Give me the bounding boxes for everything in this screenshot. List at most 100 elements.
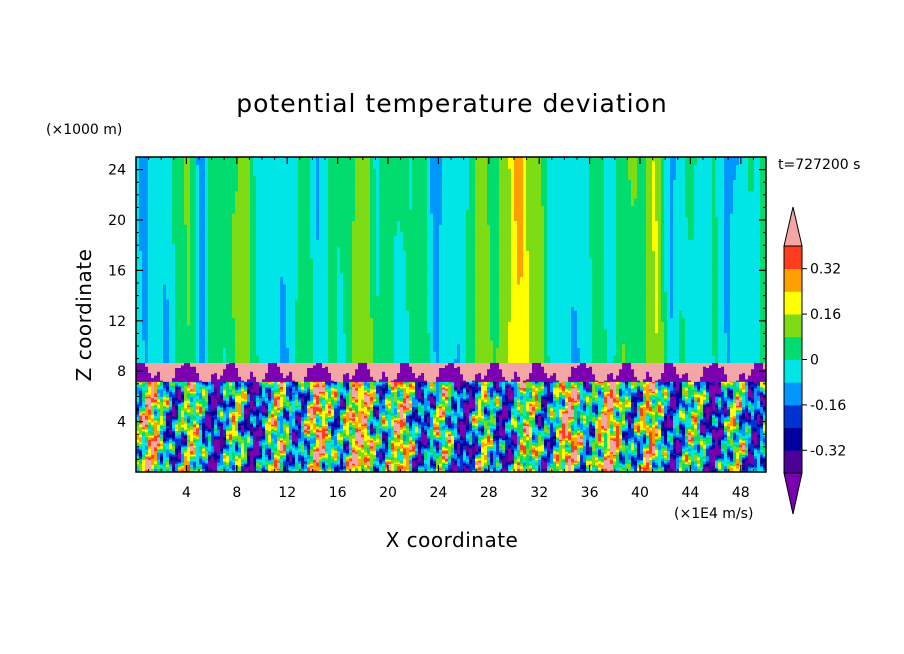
heatmap-cell <box>283 456 287 459</box>
heatmap-cell <box>646 460 650 463</box>
heatmap-cell <box>550 458 554 460</box>
heatmap-cell <box>382 464 386 467</box>
heatmap-cell <box>748 460 755 463</box>
heatmap-cell <box>751 468 755 471</box>
heatmap-cell <box>721 466 725 469</box>
heatmap-cell <box>496 449 500 452</box>
heatmap-cell <box>556 458 560 460</box>
heatmap-cell <box>616 466 620 469</box>
heatmap-cell <box>388 451 392 454</box>
heatmap-cell <box>628 458 632 460</box>
heatmap-cell <box>706 458 710 460</box>
heatmap-cell <box>478 449 482 452</box>
heatmap-cell <box>571 460 578 463</box>
heatmap-cell <box>385 458 392 460</box>
heatmap-cell <box>508 464 512 467</box>
heatmap-cell <box>637 454 641 457</box>
heatmap-cell <box>295 454 299 457</box>
heatmap-cell <box>469 454 473 457</box>
heatmap-cell <box>160 460 164 463</box>
heatmap-cell <box>493 459 497 462</box>
heatmap-cell <box>229 466 233 469</box>
heatmap-cell <box>166 446 170 449</box>
heatmap-cell <box>226 449 230 452</box>
heatmap-cell <box>211 451 215 454</box>
heatmap-cell <box>256 460 260 463</box>
heatmap-cell <box>448 468 452 471</box>
heatmap-cell <box>520 466 524 469</box>
heatmap-cell <box>595 456 599 459</box>
heatmap-cell <box>457 455 464 458</box>
heatmap-cell <box>502 468 506 471</box>
heatmap-cell <box>217 465 224 468</box>
heatmap-cell <box>214 446 221 449</box>
heatmap-cell <box>169 456 179 459</box>
heatmap-cell <box>139 458 143 460</box>
heatmap-cell <box>280 465 284 468</box>
heatmap-cell <box>178 450 182 453</box>
heatmap-cell <box>613 453 617 455</box>
heatmap-cell <box>514 451 518 454</box>
heatmap-cell <box>469 469 473 472</box>
heatmap-cell <box>265 450 269 453</box>
heatmap-cell <box>451 455 458 458</box>
heatmap-cell <box>304 456 311 459</box>
heatmap-cell <box>538 460 542 463</box>
heatmap-cell <box>289 468 293 471</box>
heatmap-cell <box>484 451 488 454</box>
heatmap-cell <box>703 460 707 463</box>
heatmap-cell <box>583 449 587 452</box>
heatmap-cell <box>337 451 341 454</box>
heatmap-cell <box>628 459 632 462</box>
heatmap-cell <box>532 469 536 472</box>
heatmap-cell <box>523 449 527 452</box>
heatmap-cell <box>205 454 209 457</box>
heatmap-cell <box>661 468 665 471</box>
heatmap-cell <box>520 453 524 455</box>
heatmap-cell <box>319 461 323 464</box>
heatmap-cell <box>388 453 392 455</box>
heatmap-cell <box>520 461 524 464</box>
heatmap-cell <box>526 446 530 449</box>
heatmap-cell <box>607 456 611 459</box>
heatmap-cell <box>706 449 710 452</box>
heatmap-cell <box>394 446 398 449</box>
heatmap-cell <box>439 465 443 468</box>
heatmap-cell <box>583 450 587 453</box>
heatmap-cell <box>388 469 392 472</box>
heatmap-cell <box>547 454 551 457</box>
heatmap-cell <box>313 458 320 460</box>
heatmap-cell <box>553 450 557 453</box>
heatmap-cell <box>676 466 680 469</box>
heatmap-cell <box>187 450 191 453</box>
heatmap-cell <box>169 446 173 449</box>
heatmap-cell <box>223 458 230 460</box>
heatmap-cell <box>250 456 254 459</box>
heatmap-cell <box>658 468 662 471</box>
heatmap-cell <box>142 455 146 458</box>
heatmap-cell <box>331 460 335 463</box>
heatmap-cell <box>190 458 200 460</box>
heatmap-cell <box>568 451 572 454</box>
heatmap-cell <box>535 453 539 455</box>
heatmap-cell <box>700 460 704 463</box>
heatmap-cell <box>466 466 470 469</box>
heatmap-cell <box>403 465 410 468</box>
heatmap-cell <box>208 468 212 471</box>
heatmap-cell <box>526 459 530 462</box>
heatmap-cell <box>721 450 725 453</box>
heatmap-cell <box>529 455 533 458</box>
heatmap-cell <box>742 460 746 463</box>
heatmap-cell <box>529 449 533 452</box>
heatmap-cell <box>688 468 692 471</box>
heatmap-cell <box>268 449 272 452</box>
heatmap-cell <box>754 459 758 462</box>
heatmap-cell <box>640 466 650 469</box>
heatmap-cell <box>337 448 344 450</box>
heatmap-cell <box>442 469 446 472</box>
heatmap-cell <box>316 463 320 466</box>
heatmap-cell <box>724 465 728 468</box>
heatmap-cell <box>634 466 638 469</box>
heatmap-cell <box>709 468 716 471</box>
heatmap-cell <box>733 448 740 450</box>
